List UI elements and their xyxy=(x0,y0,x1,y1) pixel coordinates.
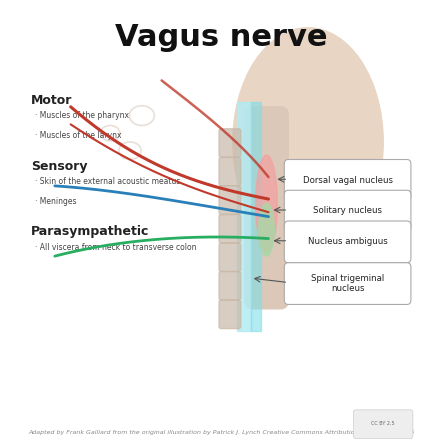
Text: CC BY 2.5: CC BY 2.5 xyxy=(371,421,395,427)
FancyBboxPatch shape xyxy=(284,221,411,263)
Text: · Muscles of the pharynx: · Muscles of the pharynx xyxy=(35,111,129,120)
Text: · Meninges: · Meninges xyxy=(35,197,76,206)
FancyBboxPatch shape xyxy=(284,190,411,232)
FancyBboxPatch shape xyxy=(237,103,251,331)
FancyBboxPatch shape xyxy=(219,243,241,271)
FancyBboxPatch shape xyxy=(219,157,241,186)
Text: · Skin of the external acoustic meatus: · Skin of the external acoustic meatus xyxy=(35,177,180,186)
Text: Parasympathetic: Parasympathetic xyxy=(31,225,149,238)
FancyBboxPatch shape xyxy=(219,271,241,300)
FancyBboxPatch shape xyxy=(245,107,288,309)
Text: · All viscera from neck to transverse colon: · All viscera from neck to transverse co… xyxy=(35,243,197,252)
FancyBboxPatch shape xyxy=(284,160,411,201)
FancyBboxPatch shape xyxy=(219,300,241,328)
FancyBboxPatch shape xyxy=(251,103,261,331)
Text: Nucleus ambiguus: Nucleus ambiguus xyxy=(308,237,388,246)
Text: Spinal trigeminal
nucleus: Spinal trigeminal nucleus xyxy=(311,274,384,293)
Ellipse shape xyxy=(233,28,383,256)
Text: · Muscles of the larynx: · Muscles of the larynx xyxy=(35,131,122,140)
Text: Adapted by Frank Gaillard from the original illustration by Patrick J. Lynch Cre: Adapted by Frank Gaillard from the origi… xyxy=(28,431,414,435)
Text: Motor: Motor xyxy=(31,94,72,107)
Ellipse shape xyxy=(259,203,274,256)
FancyBboxPatch shape xyxy=(284,263,411,305)
FancyBboxPatch shape xyxy=(219,186,241,214)
Text: Dorsal vagal nucleus: Dorsal vagal nucleus xyxy=(303,175,392,185)
Text: Vagus nerve: Vagus nerve xyxy=(115,23,327,52)
FancyBboxPatch shape xyxy=(354,410,413,438)
Ellipse shape xyxy=(255,155,278,252)
Text: Sensory: Sensory xyxy=(31,160,88,172)
FancyBboxPatch shape xyxy=(219,129,241,157)
FancyBboxPatch shape xyxy=(219,214,241,243)
Text: Solitary nucleus: Solitary nucleus xyxy=(313,206,382,215)
